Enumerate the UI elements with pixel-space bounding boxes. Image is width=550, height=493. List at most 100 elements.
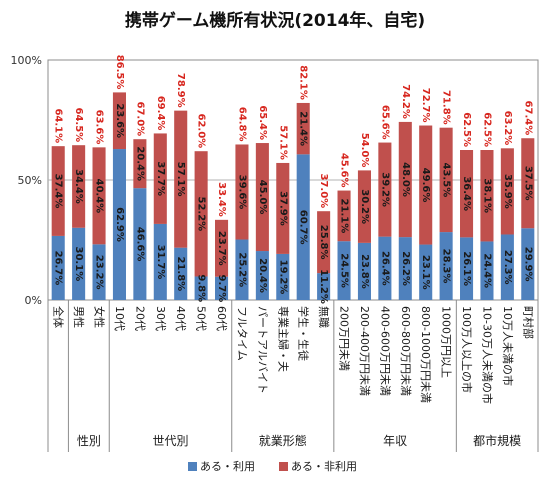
- bar-segment-used: [419, 244, 433, 300]
- bar-segment-used: [51, 235, 65, 300]
- total-label: 67.0%: [134, 101, 145, 136]
- data-label-used: 25.2%: [236, 252, 247, 287]
- category-label: 20代: [133, 306, 146, 331]
- group-label: 世代別: [152, 434, 188, 448]
- data-label-unused: 37.9%: [277, 191, 288, 226]
- data-label-used: 24.5%: [339, 253, 350, 288]
- data-label-unused: 38.1%: [481, 178, 492, 213]
- total-label: 67.4%: [522, 101, 533, 136]
- total-label: 72.7%: [420, 88, 431, 123]
- bar-segment-unused: [174, 110, 188, 248]
- data-label-used: 9.7%: [216, 274, 227, 302]
- bar-segment-unused: [72, 145, 86, 228]
- bar-segment-unused: [194, 151, 208, 277]
- data-label-used: 23.1%: [420, 255, 431, 290]
- legend-label: ある・利用: [200, 460, 255, 473]
- category-label: 50代: [195, 306, 208, 331]
- data-label-unused: 30.2%: [359, 189, 370, 224]
- data-label-used: 28.3%: [441, 249, 452, 284]
- category-label: 40代: [174, 306, 187, 331]
- bar-segment-unused: [460, 150, 474, 238]
- category-label: 男性: [72, 306, 86, 328]
- bar-segment-unused: [419, 125, 433, 245]
- total-label: 45.6%: [339, 153, 350, 188]
- bar-segment-used: [439, 232, 453, 300]
- legend-label: ある・非利用: [291, 460, 357, 473]
- bar-segment-unused: [398, 121, 412, 238]
- data-label-unused: 39.6%: [236, 175, 247, 210]
- data-label-used: 62.9%: [114, 207, 125, 242]
- total-label: 65.4%: [257, 105, 268, 140]
- bar-segment-used: [378, 236, 392, 300]
- data-label-unused: 49.6%: [420, 168, 431, 203]
- category-label: 200-400万円未満: [358, 306, 371, 396]
- bar-segment-unused: [235, 144, 249, 240]
- bar-segment-unused: [480, 150, 494, 242]
- bar-segment-used: [480, 241, 494, 300]
- bar-segment-unused: [215, 219, 229, 277]
- data-label-used: 26.4%: [379, 251, 390, 286]
- data-label-unused: 37.4%: [53, 174, 64, 209]
- category-label: 無職: [317, 306, 331, 328]
- data-label-used: 23.2%: [94, 255, 105, 290]
- category-label: 60代: [215, 306, 228, 331]
- data-label-used: 30.1%: [73, 247, 84, 282]
- data-label-unused: 43.5%: [441, 163, 452, 198]
- data-label-unused: 37.7%: [155, 161, 166, 196]
- data-label-unused: 39.2%: [379, 172, 390, 207]
- bar-segment-used: [337, 241, 351, 300]
- bar-segment-used: [112, 149, 126, 300]
- bar-segment-used: [500, 234, 514, 300]
- data-label-used: 29.9%: [522, 247, 533, 282]
- total-label: 33.4%: [216, 182, 227, 217]
- total-label: 64.1%: [53, 108, 64, 143]
- data-label-used: 31.7%: [155, 245, 166, 280]
- bar-segment-unused: [51, 146, 65, 236]
- category-label: 全体: [52, 306, 66, 328]
- data-label-unused: 37.5%: [522, 166, 533, 201]
- total-label: 64.5%: [73, 107, 84, 142]
- category-label: パートアルバイト: [256, 306, 269, 394]
- bar-segment-used: [92, 244, 106, 300]
- total-label: 78.9%: [175, 73, 186, 108]
- bar-segment-used: [296, 154, 310, 300]
- bar-segment-unused: [112, 92, 126, 150]
- bar-segment-used: [398, 237, 412, 300]
- data-label-used: 23.8%: [359, 254, 370, 289]
- bar-segment-unused: [296, 102, 310, 155]
- category-label: 10代: [113, 306, 126, 331]
- bar-segment-unused: [439, 127, 453, 233]
- legend-swatch: [188, 462, 197, 471]
- bar-segment-unused: [500, 148, 514, 235]
- bar-segment-unused: [521, 138, 535, 229]
- data-label-used: 20.4%: [257, 258, 268, 293]
- data-label-unused: 40.4%: [94, 178, 105, 213]
- bar-segment-used: [521, 228, 535, 300]
- bar-segment-used: [276, 253, 290, 300]
- data-label-used: 19.2%: [277, 260, 288, 295]
- group-label: 性別: [77, 434, 101, 448]
- data-label-unused: 36.4%: [461, 176, 472, 211]
- data-label-used: 27.3%: [502, 250, 513, 285]
- category-label: 100万人以上の市: [460, 306, 474, 393]
- bar-segment-unused: [133, 139, 147, 189]
- category-label: 学生・生徒: [297, 306, 311, 361]
- category-label: フルタイム: [235, 306, 248, 361]
- category-label: 10-30万人未満の市: [480, 306, 494, 404]
- data-label-unused: 21.4%: [298, 111, 309, 146]
- group-label: 就業形態: [259, 433, 307, 448]
- data-label-used: 21.8%: [175, 256, 186, 291]
- category-label: 町村部: [521, 306, 535, 339]
- bar-segment-unused: [317, 211, 331, 274]
- bar-segment-used: [215, 276, 229, 300]
- bar-segment-used: [194, 276, 208, 300]
- total-label: 69.4%: [155, 96, 166, 131]
- data-label-used: 9.8%: [196, 274, 207, 302]
- data-label-used: 60.7%: [298, 210, 309, 245]
- bar-segment-unused: [276, 162, 290, 254]
- bar-segment-unused: [378, 142, 392, 237]
- total-label: 63.2%: [502, 111, 513, 146]
- bar-segment-unused: [255, 143, 269, 252]
